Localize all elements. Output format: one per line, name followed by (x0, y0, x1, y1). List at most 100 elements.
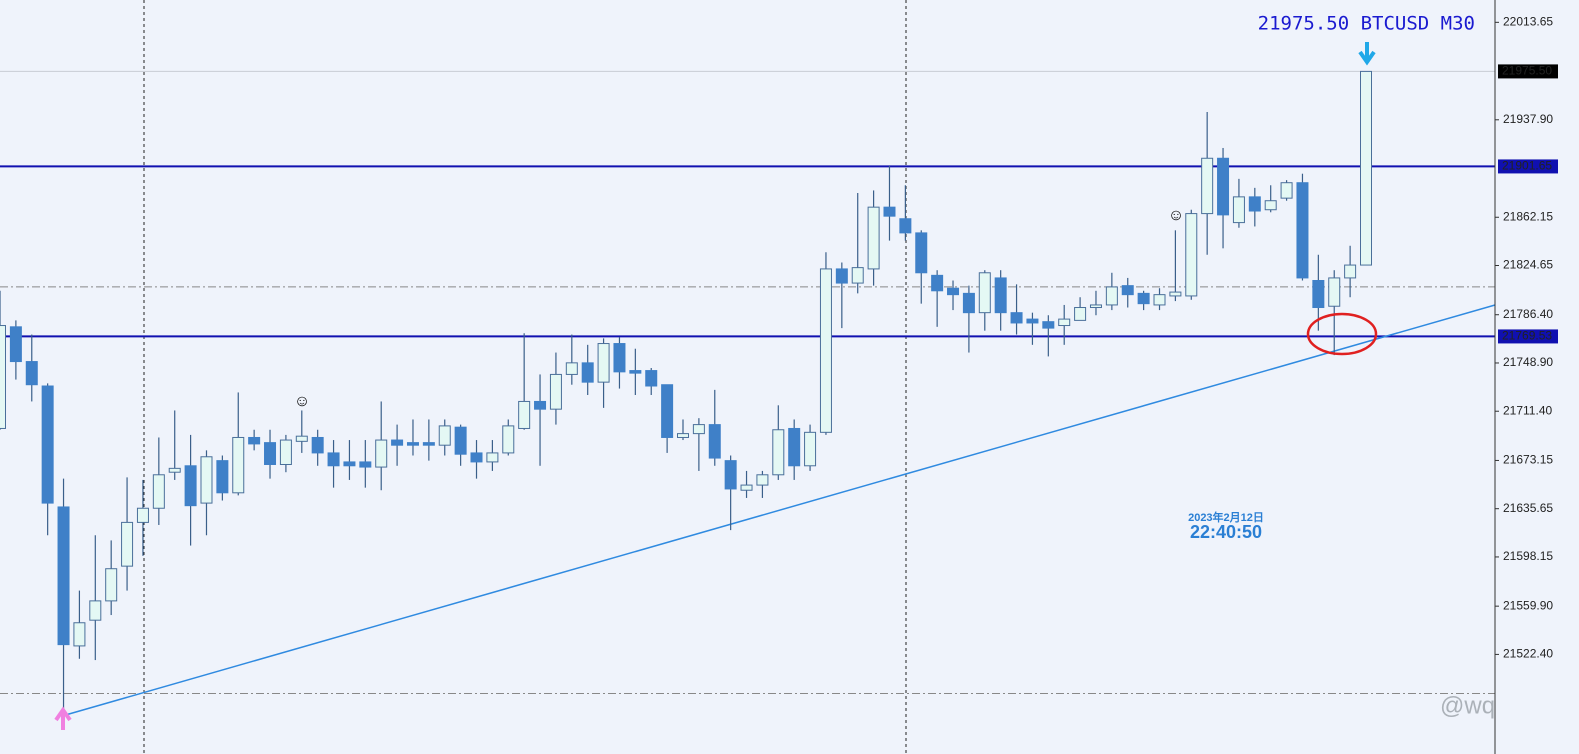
candle-body (152, 474, 165, 509)
candle-body (200, 456, 213, 504)
candle-body (311, 436, 324, 454)
y-tick-label: 21748.90 (1503, 355, 1553, 369)
candle-body (327, 452, 340, 467)
candle-body (1201, 157, 1214, 215)
y-tick-label: 21862.15 (1503, 209, 1553, 223)
candle-body (899, 218, 912, 234)
y-tick-label: 21598.15 (1503, 549, 1553, 563)
candle-body (724, 460, 737, 490)
candle-body (73, 622, 86, 647)
candle-body (264, 442, 277, 465)
candle-body (41, 385, 54, 504)
candle-body (756, 474, 769, 486)
candle-body (9, 326, 22, 363)
candle-body (454, 426, 467, 455)
y-tick-label: 22013.65 (1503, 14, 1553, 28)
candle-body (391, 439, 404, 446)
price-axis (1495, 0, 1579, 754)
candle-body (1328, 277, 1341, 307)
candle-body (232, 436, 245, 494)
candle-body (1232, 196, 1245, 224)
axis-labels: 22013.65 21937.90 21862.15 21824.65 21786.40… (1495, 14, 1558, 661)
candle-body (1121, 285, 1134, 296)
price-badge (1498, 64, 1558, 79)
candle-body (788, 427, 801, 467)
candle-body (613, 343, 626, 373)
candle-body (565, 362, 578, 375)
candle-body (438, 425, 451, 446)
candle-body (1026, 318, 1039, 324)
candle-body (772, 429, 785, 476)
candle-body (804, 431, 817, 467)
candles (0, 70, 1372, 721)
candle-body (962, 292, 975, 314)
candle-body (57, 506, 70, 646)
candle-body (105, 568, 118, 602)
candle-body (883, 206, 896, 217)
candle-body (931, 274, 944, 292)
candle-body (248, 436, 261, 445)
levels (0, 70, 1495, 695)
candle-body (1105, 286, 1118, 306)
y-tick-label: 21824.65 (1503, 258, 1553, 272)
candle-body (1280, 182, 1293, 199)
candle-body (740, 484, 753, 491)
time-text: 22:40:50 (1190, 522, 1262, 542)
sell-arrow (1358, 42, 1376, 66)
candle-body (295, 435, 308, 442)
candle-body (89, 600, 102, 621)
candle-body (136, 507, 149, 523)
candle-body (1137, 292, 1150, 305)
candle-body (1153, 294, 1166, 306)
candle-body (279, 439, 292, 465)
candle-body (851, 267, 864, 284)
candle-body (168, 467, 181, 473)
candle-body (216, 460, 229, 494)
candle-body (0, 325, 6, 429)
candle-body (375, 439, 388, 468)
y-tick-label: 21559.90 (1503, 598, 1553, 612)
candle-body (1042, 321, 1055, 329)
candle-body (534, 400, 547, 410)
candle-body (1264, 200, 1277, 211)
candle-body (1248, 196, 1261, 212)
candle-body (947, 287, 960, 296)
price-badge-label: 21769.53 (1502, 329, 1552, 343)
candle-body (629, 370, 642, 374)
y-tick-label: 21937.90 (1503, 112, 1553, 126)
price-badge (1498, 329, 1558, 344)
candle-body (1089, 304, 1102, 309)
candle-body (518, 400, 531, 429)
candle-body (470, 452, 483, 463)
candle-body (1312, 279, 1325, 309)
trendline (61, 304, 1496, 717)
y-tick-label: 21711.40 (1503, 403, 1552, 417)
candle-body (867, 206, 880, 270)
candle-body (25, 361, 38, 386)
candle-body (1344, 264, 1357, 279)
candle-body (645, 370, 658, 387)
y-tick-label: 21786.40 (1503, 307, 1553, 321)
candle-body (1360, 70, 1372, 266)
candle-body (486, 452, 499, 463)
candle-body (1185, 213, 1198, 297)
candle-body (1074, 307, 1087, 321)
candle-body (708, 424, 721, 459)
smiley: ☺ (294, 393, 310, 410)
candle-body (359, 461, 372, 468)
date-text: 2023年2月12日 (1188, 510, 1264, 524)
chart-title: 21975.50 BTCUSD M30 (1258, 13, 1475, 35)
candle-body (677, 433, 689, 438)
candle-body (994, 277, 1007, 314)
highlight-circle (1306, 312, 1378, 356)
candle-body (1296, 182, 1309, 279)
candle-body (1058, 318, 1071, 327)
candle-body (343, 461, 356, 467)
price-badge (1498, 159, 1558, 174)
price-badge-label: 21975.50 (1502, 64, 1552, 78)
candle-body (819, 268, 832, 433)
y-tick-label: 21635.65 (1503, 501, 1553, 515)
smiley: ☺ (1168, 207, 1184, 224)
candle-body (184, 465, 197, 507)
